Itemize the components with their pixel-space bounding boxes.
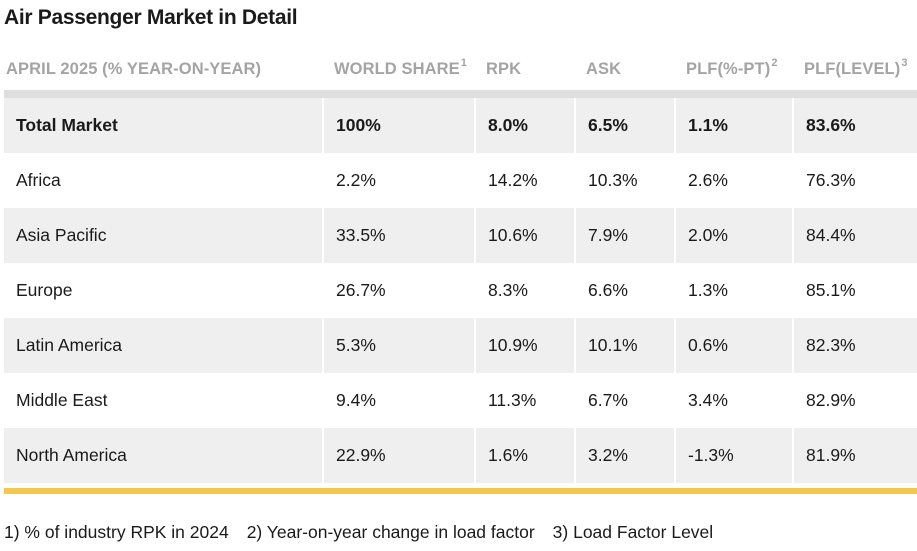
footnote: 1) % of industry RPK in 2024 <box>4 522 229 542</box>
cell-plf-pt: 3.4% <box>674 373 792 428</box>
cell-plf-level: 82.9% <box>792 373 917 428</box>
table-row: Africa 2.2% 14.2% 10.3% 2.6% 76.3% <box>4 153 917 208</box>
cell-plf-pt: 2.6% <box>674 153 792 208</box>
table-row: Middle East 9.4% 11.3% 6.7% 3.4% 82.9% <box>4 373 917 428</box>
cell-world-share: 26.7% <box>322 263 474 318</box>
column-header-world-share: WORLD SHARE 1 <box>334 57 467 78</box>
cell-rpk: 8.0% <box>474 98 574 153</box>
cell-world-share: 33.5% <box>322 208 474 263</box>
footnotes: 1) % of industry RPK in 2024 2) Year-on-… <box>4 522 713 543</box>
cell-ask: 6.5% <box>574 98 674 153</box>
cell-ask: 3.2% <box>574 428 674 483</box>
cell-world-share: 2.2% <box>322 153 474 208</box>
cell-plf-pt: -1.3% <box>674 428 792 483</box>
column-header-rpk: RPK <box>486 59 522 78</box>
footnote-marker: 3 <box>901 57 908 69</box>
cell-plf-level: 84.4% <box>792 208 917 263</box>
cell-plf-pt: 1.1% <box>674 98 792 153</box>
cell-rpk: 11.3% <box>474 373 574 428</box>
cell-world-share: 22.9% <box>322 428 474 483</box>
column-header-period: APRIL 2025 (% YEAR-ON-YEAR) <box>6 59 262 78</box>
cell-ask: 6.7% <box>574 373 674 428</box>
footnote: 2) Year-on-year change in load factor <box>246 522 535 542</box>
cell-plf-pt: 2.0% <box>674 208 792 263</box>
row-label: Asia Pacific <box>16 225 107 245</box>
cell-rpk: 10.6% <box>474 208 574 263</box>
table-row: North America 22.9% 1.6% 3.2% -1.3% 81.9… <box>4 428 917 483</box>
table-header-row: APRIL 2025 (% YEAR-ON-YEAR) WORLD SHARE 1… <box>4 48 917 98</box>
row-label: Europe <box>16 280 73 300</box>
cell-rpk: 10.9% <box>474 318 574 373</box>
cell-world-share: 5.3% <box>322 318 474 373</box>
cell-plf-level: 81.9% <box>792 428 917 483</box>
table-row-total: Total Market 100% 8.0% 6.5% 1.1% 83.6% <box>4 98 917 153</box>
cell-rpk: 8.3% <box>474 263 574 318</box>
cell-plf-pt: 0.6% <box>674 318 792 373</box>
footnote: 3) Load Factor Level <box>552 522 714 542</box>
row-label: Latin America <box>16 335 123 355</box>
cell-world-share: 100% <box>322 98 474 153</box>
row-label: Middle East <box>16 390 108 410</box>
cell-plf-pt: 1.3% <box>674 263 792 318</box>
cell-ask: 6.6% <box>574 263 674 318</box>
column-header-plf-level: PLF(LEVEL) 3 <box>804 57 908 78</box>
data-table: APRIL 2025 (% YEAR-ON-YEAR) WORLD SHARE 1… <box>4 48 917 483</box>
cell-ask: 10.1% <box>574 318 674 373</box>
column-header-ask: ASK <box>586 59 622 78</box>
table-row: Latin America 5.3% 10.9% 10.1% 0.6% 82.3… <box>4 318 917 373</box>
cell-plf-level: 83.6% <box>792 98 917 153</box>
page-title: Air Passenger Market in Detail <box>4 6 298 29</box>
cell-plf-level: 76.3% <box>792 153 917 208</box>
cell-ask: 7.9% <box>574 208 674 263</box>
cell-plf-level: 82.3% <box>792 318 917 373</box>
cell-plf-level: 85.1% <box>792 263 917 318</box>
row-label: North America <box>16 445 127 465</box>
cell-ask: 10.3% <box>574 153 674 208</box>
column-header-plf-pt: PLF(%-PT) 2 <box>686 57 778 78</box>
row-label: Africa <box>16 170 61 190</box>
footnote-marker: 1 <box>460 57 467 69</box>
cell-rpk: 1.6% <box>474 428 574 483</box>
cell-rpk: 14.2% <box>474 153 574 208</box>
cell-world-share: 9.4% <box>322 373 474 428</box>
row-label: Total Market <box>16 115 118 135</box>
table-row: Europe 26.7% 8.3% 6.6% 1.3% 85.1% <box>4 263 917 318</box>
accent-rule <box>4 488 917 494</box>
table-row: Asia Pacific 33.5% 10.6% 7.9% 2.0% 84.4% <box>4 208 917 263</box>
footnote-marker: 2 <box>771 57 778 69</box>
